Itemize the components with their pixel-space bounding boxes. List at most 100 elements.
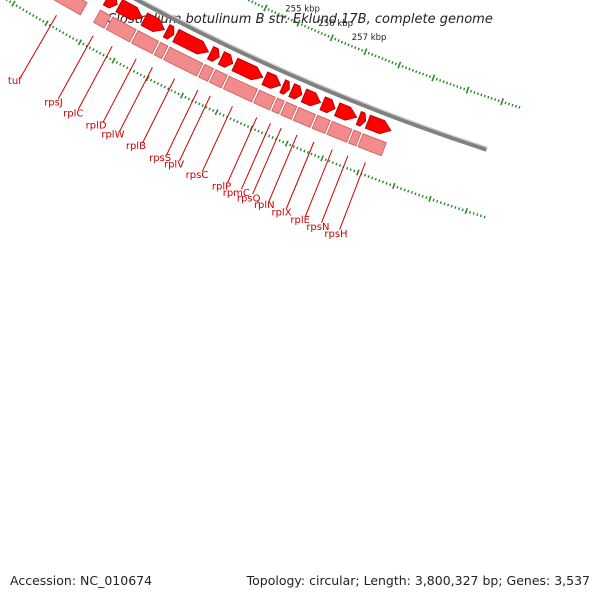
outer-minor-tick	[479, 214, 482, 218]
gene-label-tuf: tuf	[8, 76, 22, 87]
outer-minor-tick	[25, 10, 28, 14]
outer-minor-tick	[418, 193, 421, 197]
inner-minor-tick	[337, 39, 340, 43]
outer-major-tick	[428, 195, 432, 202]
inner-minor-tick	[360, 48, 364, 52]
outer-minor-tick	[22, 8, 25, 12]
outer-minor-tick	[115, 60, 119, 64]
outer-minor-tick	[48, 23, 52, 27]
outer-minor-tick	[201, 104, 204, 108]
outer-minor-tick	[289, 143, 292, 147]
leader-line-rpsJ	[57, 35, 94, 100]
feature-block-rpsQ	[280, 101, 298, 120]
feature-block-rplN	[292, 106, 317, 128]
gene-arrow-rpsJ	[102, 0, 118, 9]
outer-minor-tick	[95, 50, 98, 53]
ruler-label: 255 kbp	[285, 5, 320, 15]
gene-arrow-rplE	[333, 102, 358, 121]
inner-minor-tick	[340, 40, 344, 44]
outer-minor-tick	[102, 53, 105, 57]
outer-minor-tick	[458, 207, 461, 211]
outer-minor-tick	[222, 113, 225, 117]
outer-minor-tick	[108, 57, 112, 61]
inner-minor-tick	[449, 82, 452, 86]
outer-minor-tick	[306, 151, 310, 154]
inner-minor-tick	[459, 86, 462, 90]
inner-minor-tick	[344, 42, 347, 45]
inner-minor-tick	[307, 26, 310, 30]
outer-minor-tick	[92, 48, 95, 52]
gene-label-rplV: rplV	[164, 160, 184, 171]
gene-arrow-rplD	[140, 12, 166, 33]
outer-minor-tick	[167, 87, 170, 91]
outer-minor-tick	[239, 122, 243, 125]
outer-minor-tick	[313, 153, 317, 157]
inner-minor-tick	[483, 94, 486, 98]
outer-minor-tick	[82, 42, 85, 46]
gene-arrow-rpsQ	[288, 83, 303, 100]
outer-minor-tick	[55, 27, 58, 31]
gene-label-rplX: rplX	[271, 207, 291, 218]
outer-minor-tick	[450, 204, 453, 208]
outer-minor-tick	[163, 85, 166, 89]
outer-minor-tick	[177, 92, 180, 96]
ruler-labels: 250 kbp251 kbp252 kbp253 kbp254 kbp255 k…	[285, 5, 386, 43]
feature-block-rplP	[253, 89, 276, 111]
inner-minor-tick	[347, 43, 350, 47]
outer-minor-tick	[439, 201, 442, 205]
inner-minor-tick	[280, 14, 284, 18]
outer-minor-tick	[381, 180, 385, 184]
outer-minor-tick	[421, 194, 424, 198]
outer-minor-tick	[282, 140, 285, 144]
leader-line-rpsC	[201, 106, 233, 172]
leader-line-rpsQ	[252, 127, 282, 195]
outer-minor-tick	[410, 191, 413, 194]
outer-minor-tick	[139, 73, 143, 77]
inner-minor-tick	[391, 61, 394, 64]
outer-major-tick	[179, 92, 185, 99]
outer-minor-tick	[324, 158, 327, 162]
leader-line-rplC	[77, 45, 113, 110]
outer-minor-tick	[187, 97, 191, 101]
outer-minor-tick	[292, 145, 295, 148]
outer-minor-tick	[385, 181, 388, 185]
outer-minor-tick	[58, 29, 62, 33]
outer-minor-tick	[257, 129, 260, 133]
inner-minor-tick	[476, 92, 479, 96]
gene-label-rpmC: rpmC	[223, 188, 250, 199]
outer-minor-tick	[143, 75, 146, 79]
inner-major-tick	[431, 74, 436, 82]
inner-major-tick	[500, 98, 504, 106]
feature-block-rplV	[209, 69, 228, 89]
gene-arrow-rplV	[217, 51, 234, 68]
inner-minor-tick	[290, 18, 294, 22]
gene-label-rpsN: rpsN	[306, 222, 329, 233]
outer-major-tick	[284, 140, 289, 147]
gene-arrow-rpsC	[231, 57, 264, 81]
outer-minor-tick	[160, 83, 163, 87]
outer-minor-tick	[403, 188, 406, 192]
outer-minor-tick	[303, 149, 306, 153]
backbone-highlight	[141, 0, 488, 148]
outer-major-tick	[464, 207, 469, 215]
outer-major-tick	[320, 155, 325, 162]
outer-major-tick	[392, 182, 396, 190]
gene-label-rplN: rplN	[254, 200, 275, 211]
gene-label-rpsS: rpsS	[149, 153, 171, 164]
feature-block-rpsC	[222, 75, 258, 103]
outer-minor-tick	[122, 64, 126, 68]
outer-minor-tick	[414, 192, 417, 196]
inner-minor-tick	[270, 9, 274, 13]
outer-minor-tick	[35, 16, 38, 19]
inner-minor-tick	[294, 20, 297, 24]
inner-minor-tick	[456, 85, 459, 88]
outer-minor-tick	[331, 161, 334, 165]
feature-block-rpsN	[348, 129, 362, 147]
outer-minor-tick	[483, 215, 486, 219]
inner-minor-tick	[387, 59, 391, 63]
backbone-arc	[133, 0, 488, 152]
gene-arrow-rplB	[172, 28, 210, 55]
inner-minor-tick	[404, 66, 408, 70]
outer-minor-tick	[184, 95, 187, 99]
inner-minor-tick	[428, 75, 431, 79]
